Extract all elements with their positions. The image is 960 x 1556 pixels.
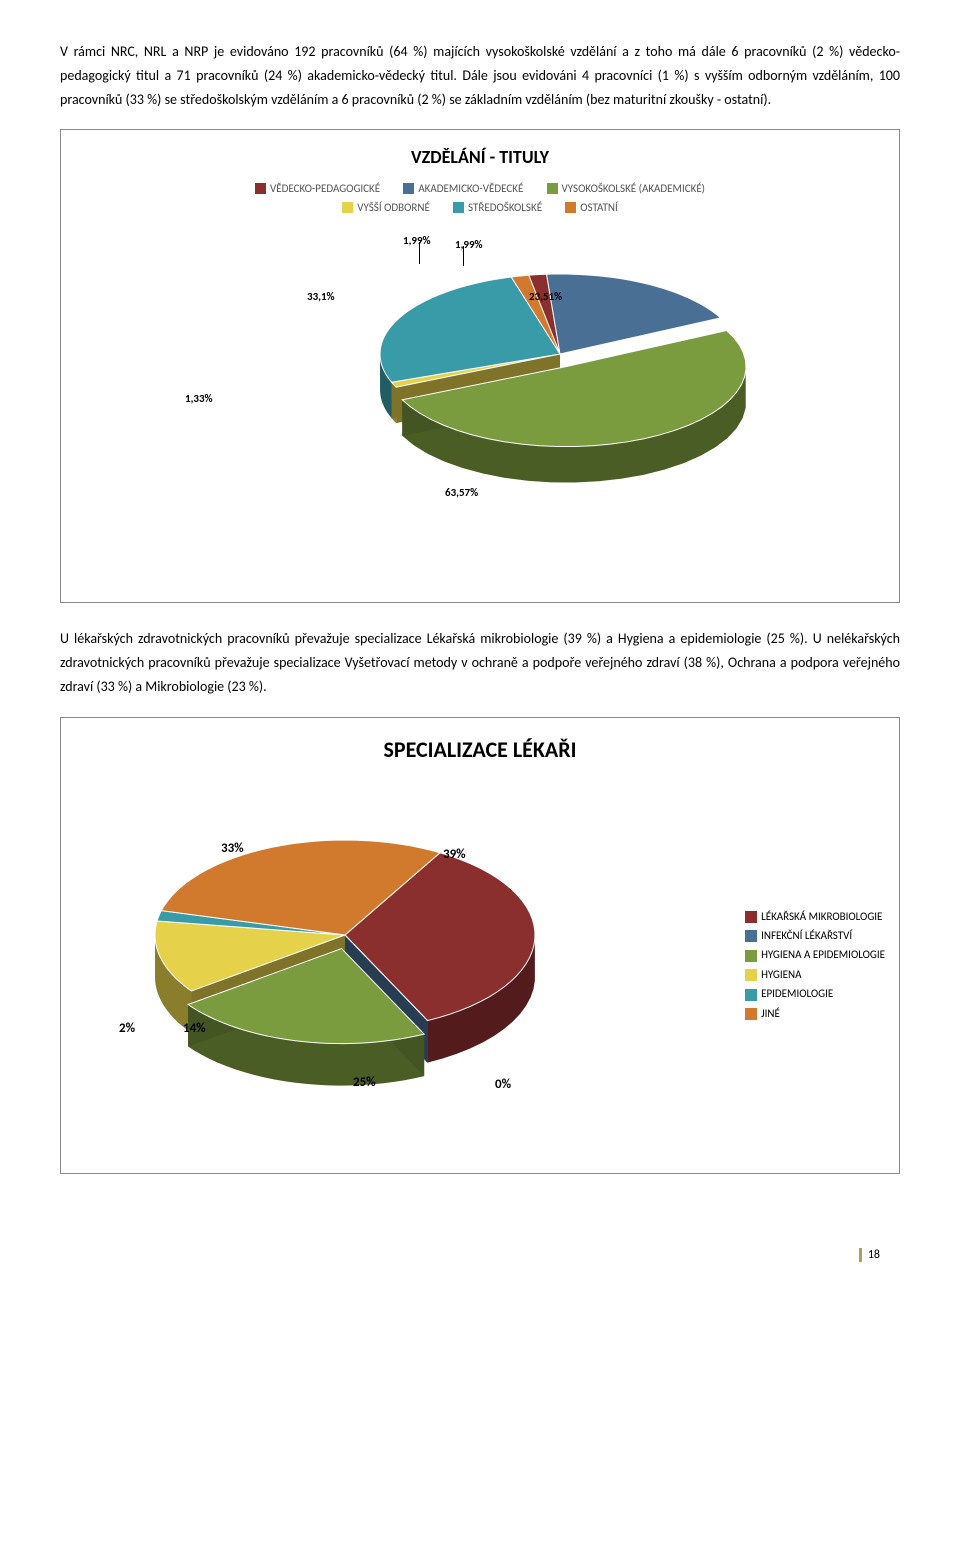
legend-item: HYGIENA A EPIDEMIOLOGIE	[745, 948, 885, 961]
legend-swatch	[745, 950, 757, 962]
legend-label: VYSOKOŠKOLSKÉ (AKADEMICKÉ)	[562, 182, 706, 195]
legend-item: JINÉ	[745, 1007, 885, 1020]
slice-label: 2%	[119, 1021, 135, 1036]
legend-item: LÉKAŘSKÁ MIKROBIOLOGIE	[745, 910, 885, 923]
slice-label: 1,33%	[185, 392, 213, 405]
legend-label: HYGIENA	[761, 968, 801, 981]
chart1-legend: VĚDECKO-PEDAGOGICKÉ AKADEMICKO-VĚDECKÉ V…	[75, 178, 885, 214]
legend-item: VYŠŠÍ ODBORNÉ	[342, 201, 430, 214]
chart1-title: VZDĚLÁNÍ - TITULY	[75, 146, 885, 168]
legend-swatch	[342, 202, 353, 213]
legend-swatch	[745, 1008, 757, 1020]
legend-label: EPIDEMIOLOGIE	[761, 987, 833, 1000]
paragraph-2: U lékařských zdravotnických pracovníků p…	[60, 627, 900, 698]
slice-label: 0%	[495, 1077, 511, 1092]
legend-item: STŘEDOŠKOLSKÉ	[453, 201, 542, 214]
slice-label: 25%	[353, 1075, 376, 1090]
legend-label: LÉKAŘSKÁ MIKROBIOLOGIE	[761, 910, 882, 923]
legend-swatch	[745, 969, 757, 981]
legend-swatch	[745, 911, 757, 923]
legend-item: EPIDEMIOLOGIE	[745, 987, 885, 1000]
legend-label: JINÉ	[761, 1007, 780, 1020]
legend-label: OSTATNÍ	[580, 201, 618, 214]
legend-item: VYSOKOŠKOLSKÉ (AKADEMICKÉ)	[547, 182, 706, 195]
page-number: 18	[859, 1248, 900, 1262]
legend-label: VĚDECKO-PEDAGOGICKÉ	[270, 182, 380, 195]
chart2-pie: 39% 0% 25% 14% 2% 33%	[75, 775, 595, 1155]
slice-label: 39%	[443, 847, 466, 862]
legend-swatch	[403, 183, 414, 194]
slice-label: 33,1%	[307, 290, 335, 303]
legend-item: AKADEMICKO-VĚDECKÉ	[403, 182, 523, 195]
legend-item: HYGIENA	[745, 968, 885, 981]
chart-specialization-doctors: SPECIALIZACE LÉKAŘI 39% 0% 25% 14% 2% 33…	[60, 717, 900, 1174]
legend-label: VYŠŠÍ ODBORNÉ	[357, 201, 430, 214]
legend-label: AKADEMICKO-VĚDECKÉ	[418, 182, 523, 195]
slice-label: 33%	[221, 841, 244, 856]
slice-label: 23,51%	[529, 290, 562, 303]
legend-swatch	[745, 989, 757, 1001]
legend-item: OSTATNÍ	[565, 201, 618, 214]
chart1-pie: 1,99% 1,99% 23,51% 63,57% 1,33% 33,1%	[75, 224, 885, 584]
chart2-title: SPECIALIZACE LÉKAŘI	[75, 736, 885, 763]
legend-swatch	[547, 183, 558, 194]
legend-swatch	[565, 202, 576, 213]
legend-item: VĚDECKO-PEDAGOGICKÉ	[255, 182, 380, 195]
legend-item: INFEKČNÍ LÉKAŘSTVÍ	[745, 929, 885, 942]
legend-swatch	[453, 202, 464, 213]
paragraph-1: V rámci NRC, NRL a NRP je evidováno 192 …	[60, 40, 900, 111]
slice-label: 1,99%	[403, 234, 431, 247]
chart-education-titles: VZDĚLÁNÍ - TITULY VĚDECKO-PEDAGOGICKÉ AK…	[60, 129, 900, 603]
legend-swatch	[255, 183, 266, 194]
legend-swatch	[745, 930, 757, 942]
slice-label: 14%	[183, 1021, 206, 1036]
legend-label: HYGIENA A EPIDEMIOLOGIE	[761, 948, 885, 961]
slice-label: 1,99%	[455, 238, 483, 251]
legend-label: STŘEDOŠKOLSKÉ	[468, 201, 542, 214]
chart2-legend: LÉKAŘSKÁ MIKROBIOLOGIE INFEKČNÍ LÉKAŘSTV…	[745, 904, 885, 1026]
legend-label: INFEKČNÍ LÉKAŘSTVÍ	[761, 929, 852, 942]
slice-label: 63,57%	[445, 486, 478, 499]
